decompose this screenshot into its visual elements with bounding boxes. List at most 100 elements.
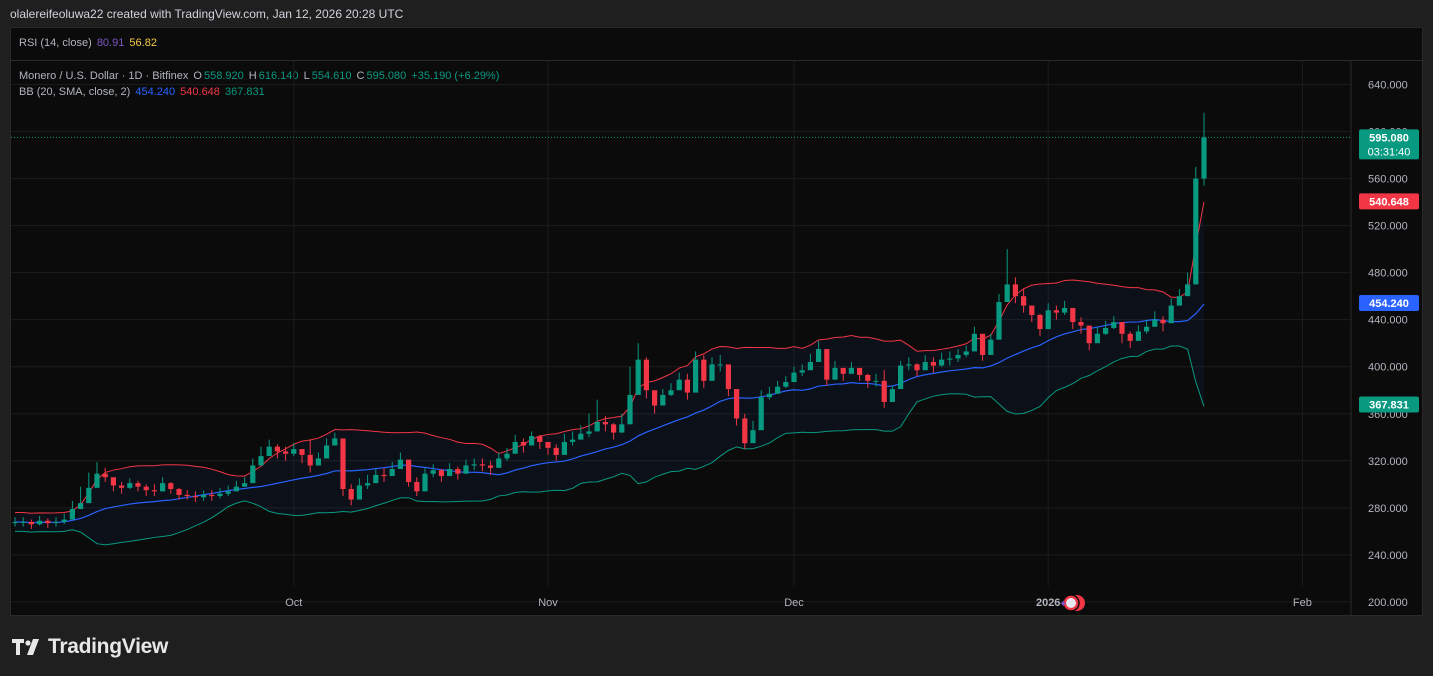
candle-body xyxy=(725,364,731,390)
candle-body xyxy=(898,365,904,390)
price-chart[interactable]: 640.000600.000560.000520.000480.000440.0… xyxy=(11,61,1422,616)
candle-body xyxy=(504,453,510,459)
candle-body xyxy=(865,374,871,381)
candle-body xyxy=(1070,307,1076,323)
tradingview-logo-icon xyxy=(12,639,39,655)
candle-body xyxy=(709,364,715,381)
candle-body xyxy=(635,359,641,395)
candle-body xyxy=(151,490,157,492)
candle-body xyxy=(1185,284,1191,297)
candle-body xyxy=(570,439,576,442)
y-tick-label: 480.000 xyxy=(1368,268,1408,280)
open-value: 558.920 xyxy=(203,70,244,82)
symbol-label[interactable]: Monero / U.S. Dollar · 1D · Bitfinex xyxy=(19,70,189,82)
candle-body xyxy=(1176,296,1182,306)
bb-lower-line xyxy=(15,345,1205,546)
candle-body xyxy=(611,424,617,433)
candle-body xyxy=(94,473,100,488)
candle-body xyxy=(242,483,248,487)
candle-body xyxy=(20,521,26,523)
candle-body xyxy=(1037,314,1043,330)
candle-body xyxy=(283,451,289,454)
candle-body xyxy=(381,474,387,477)
bb-label[interactable]: BB (20, SMA, close, 2) xyxy=(19,86,131,98)
tradingview-logo[interactable]: TradingView xyxy=(12,632,168,662)
close-label: C xyxy=(356,70,365,82)
candle-body xyxy=(266,446,272,457)
candle-body xyxy=(693,359,699,393)
candle-body xyxy=(291,449,297,454)
band-fill xyxy=(15,201,1204,545)
candle-body xyxy=(742,418,748,444)
basis-badge-text: 454.240 xyxy=(1369,298,1409,310)
candle-body xyxy=(684,379,690,393)
candle-body xyxy=(422,473,428,492)
candle-body xyxy=(160,483,166,492)
candle-body xyxy=(537,436,543,442)
candle-body xyxy=(529,436,535,446)
candle-body xyxy=(889,389,895,402)
lower-band-badge-bg xyxy=(1359,396,1419,413)
candle-body xyxy=(930,362,936,366)
candle-body xyxy=(1103,327,1109,334)
candle-body xyxy=(717,364,723,366)
high-value: 616.140 xyxy=(258,70,299,82)
candle-body xyxy=(766,393,772,398)
candle-body xyxy=(176,489,182,495)
brand-name: TradingView xyxy=(48,635,169,658)
candle-body xyxy=(397,459,403,470)
last-price-badge-text: 595.080 xyxy=(1369,132,1409,144)
candle-body xyxy=(758,397,764,431)
candle-body xyxy=(1152,319,1158,327)
rsi-value-2: 56.82 xyxy=(129,37,157,49)
candle-body xyxy=(1078,322,1084,326)
candle-body xyxy=(873,380,879,382)
candle-body xyxy=(561,441,567,455)
last-price-badge-bg xyxy=(1359,129,1419,160)
x-tick-label: 2026 xyxy=(1036,597,1060,609)
candle-body xyxy=(832,367,838,380)
chart-frame: RSI (14, close) 80.91 56.82 Monero / U.S… xyxy=(10,27,1423,616)
candle-body xyxy=(406,459,412,482)
candle-body xyxy=(701,359,707,381)
candle-body xyxy=(184,494,190,497)
candle-body xyxy=(315,458,321,466)
candle-body xyxy=(1193,178,1199,285)
sparkle-icon: ✦ xyxy=(1059,599,1067,610)
price-legend: Monero / U.S. Dollar · 1D · Bitfinex O 55… xyxy=(19,70,501,82)
candle-body xyxy=(1160,319,1166,324)
candle-body xyxy=(996,302,1002,340)
y-tick-label: 440.000 xyxy=(1368,315,1408,327)
candle-body xyxy=(471,464,477,466)
candle-body xyxy=(438,470,444,477)
candle-body xyxy=(594,421,600,432)
candle-body xyxy=(110,477,116,486)
candle-body xyxy=(217,493,223,497)
close-value: 595.080 xyxy=(366,70,407,82)
candle-body xyxy=(660,394,666,406)
y-tick-label: 320.000 xyxy=(1368,456,1408,468)
candle-body xyxy=(848,367,854,374)
candle-body xyxy=(955,354,961,359)
bb-basis-value: 454.240 xyxy=(135,86,176,98)
candle-body xyxy=(209,494,215,497)
price-badges: 595.080 03:31:40 540.648 454.240 367.831 xyxy=(1359,129,1419,413)
rsi-pane[interactable]: RSI (14, close) 80.91 56.82 xyxy=(11,28,1422,61)
candle-body xyxy=(1004,284,1010,303)
rsi-value-1: 80.91 xyxy=(96,37,125,49)
y-tick-label: 240.000 xyxy=(1368,550,1408,562)
lower-band-badge-text: 367.831 xyxy=(1369,400,1409,412)
y-tick-label: 560.000 xyxy=(1368,174,1408,186)
time-axis: Oct Nov Dec 2026 Feb xyxy=(285,597,1312,609)
candle-body xyxy=(799,370,805,373)
candle-body xyxy=(1144,326,1150,332)
candle-body xyxy=(1012,284,1018,297)
candle-body xyxy=(119,485,125,488)
candle-body xyxy=(430,470,436,474)
flag-icon xyxy=(1066,598,1076,608)
candle-body xyxy=(1201,137,1207,179)
candle-body xyxy=(12,521,18,524)
candle-body xyxy=(520,441,526,446)
candle-body xyxy=(1029,305,1035,315)
candle-body xyxy=(857,367,863,375)
